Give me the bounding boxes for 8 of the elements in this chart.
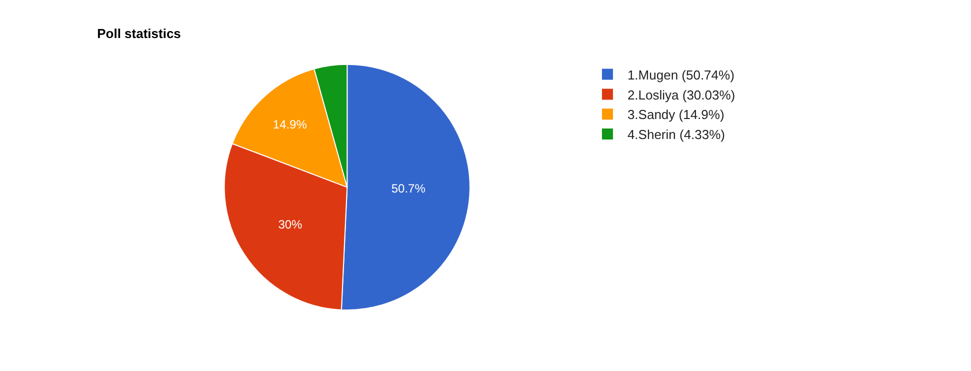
data-label: 30% (278, 217, 303, 232)
data-label: 14.9% (272, 118, 308, 132)
legend-label: 3.Sandy (14.9%) (627, 107, 724, 122)
legend-label: 1.Mugen (50.74%) (627, 67, 734, 82)
data-label: 50.7% (391, 182, 426, 196)
chart-title: Poll statistics (97, 26, 181, 41)
legend-label: 2.Losliya (30.03%) (627, 87, 736, 102)
legend-label: 4.Sherin (4.33%) (627, 127, 726, 142)
